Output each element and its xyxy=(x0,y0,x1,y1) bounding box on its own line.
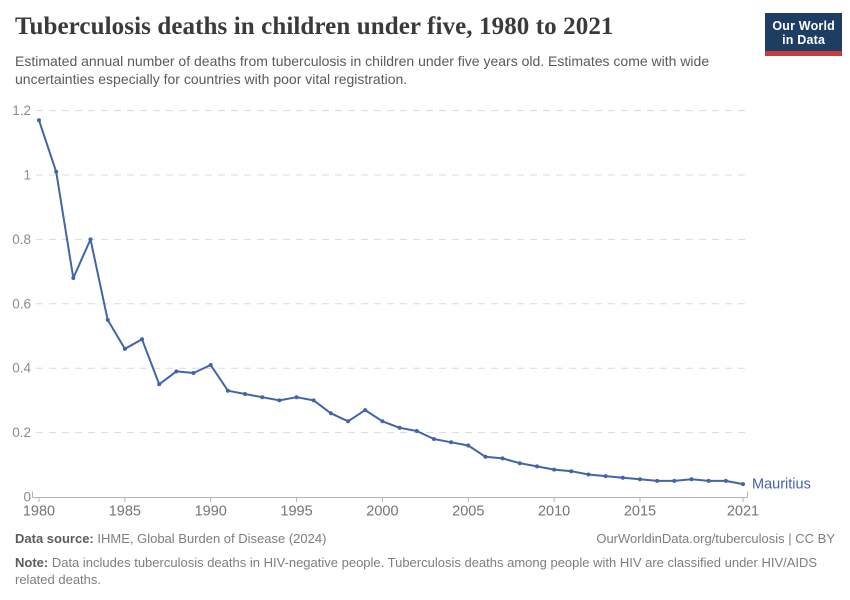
data-point xyxy=(638,477,642,482)
note-label: Note: xyxy=(15,555,49,570)
data-point xyxy=(243,392,247,396)
owid-url-link[interactable]: OurWorldinData.org/tuberculosis | CC BY xyxy=(596,531,835,546)
data-point xyxy=(414,429,419,433)
data-point xyxy=(225,388,230,393)
owid-logo-line1: Our World xyxy=(772,19,835,33)
data-point xyxy=(122,346,127,351)
data-point xyxy=(517,461,522,466)
data-point xyxy=(569,469,574,474)
data-point xyxy=(397,425,402,430)
data-point xyxy=(88,237,93,242)
y-axis-tick-label: 0.8 xyxy=(12,232,31,247)
y-axis-tick-label: 1 xyxy=(23,168,31,183)
data-point xyxy=(741,482,745,487)
series-label-mauritius[interactable]: Mauritius xyxy=(752,477,811,493)
x-axis-tick-label: 2021 xyxy=(727,504,759,520)
data-point xyxy=(294,395,299,400)
data-point xyxy=(191,371,196,375)
data-point xyxy=(208,363,213,367)
y-axis-tick-label: 0 xyxy=(23,490,31,505)
datasource-text: Data source: IHME, Global Burden of Dise… xyxy=(15,531,326,547)
data-point xyxy=(37,118,41,123)
data-point xyxy=(500,456,505,461)
data-point xyxy=(552,467,557,472)
x-axis-tick-label: 1995 xyxy=(280,504,312,520)
note-value: Data includes tuberculosis deaths in HIV… xyxy=(15,555,818,587)
y-axis-tick-label: 0.6 xyxy=(12,296,31,311)
data-point xyxy=(328,411,333,416)
x-axis-tick-label: 2000 xyxy=(366,504,398,520)
data-point xyxy=(603,474,608,479)
data-point xyxy=(346,419,351,424)
data-point xyxy=(431,437,436,441)
data-point xyxy=(105,317,110,322)
data-point xyxy=(535,464,539,469)
chart-subtitle: Estimated annual number of deaths from t… xyxy=(15,53,710,87)
data-point xyxy=(689,477,694,482)
datasource-value: IHME, Global Burden of Disease (2024) xyxy=(93,531,327,546)
data-point xyxy=(723,478,728,483)
data-point xyxy=(380,419,385,424)
y-axis-tick-label: 0.2 xyxy=(12,425,31,440)
data-point xyxy=(655,478,660,483)
data-point xyxy=(277,398,282,403)
data-point xyxy=(157,382,162,387)
data-point xyxy=(363,408,368,413)
data-point xyxy=(620,475,625,480)
data-point xyxy=(449,440,454,445)
datasource-label: Data source: xyxy=(15,531,94,546)
x-axis-tick-label: 2015 xyxy=(624,504,656,520)
y-axis-tick-label: 1.2 xyxy=(12,103,31,118)
data-point xyxy=(260,395,265,400)
data-point xyxy=(483,454,488,459)
data-point xyxy=(54,169,59,174)
data-point xyxy=(140,337,144,342)
data-point xyxy=(71,276,76,280)
data-point xyxy=(706,478,711,483)
x-axis-tick-label: 1990 xyxy=(195,504,227,520)
x-axis-tick-label: 2005 xyxy=(452,504,484,520)
data-point xyxy=(311,398,316,403)
y-axis-tick-label: 0.4 xyxy=(12,361,31,376)
data-point xyxy=(466,443,471,448)
data-point xyxy=(672,478,677,483)
page-title: Tuberculosis deaths in children under fi… xyxy=(15,13,614,40)
owid-logo-line2: in Data xyxy=(782,33,826,47)
data-point xyxy=(174,369,179,374)
x-axis-tick-label: 2010 xyxy=(538,504,570,520)
x-axis-tick-label: 1985 xyxy=(109,504,141,520)
data-point xyxy=(586,472,591,477)
series-line-mauritius xyxy=(38,119,744,486)
chart-footer: Data source: IHME, Global Burden of Dise… xyxy=(15,531,835,588)
chart-note: Note: Data includes tuberculosis deaths … xyxy=(15,554,837,588)
owid-logo[interactable]: Our World in Data xyxy=(765,13,842,56)
x-axis-tick-label: 1980 xyxy=(23,504,55,520)
